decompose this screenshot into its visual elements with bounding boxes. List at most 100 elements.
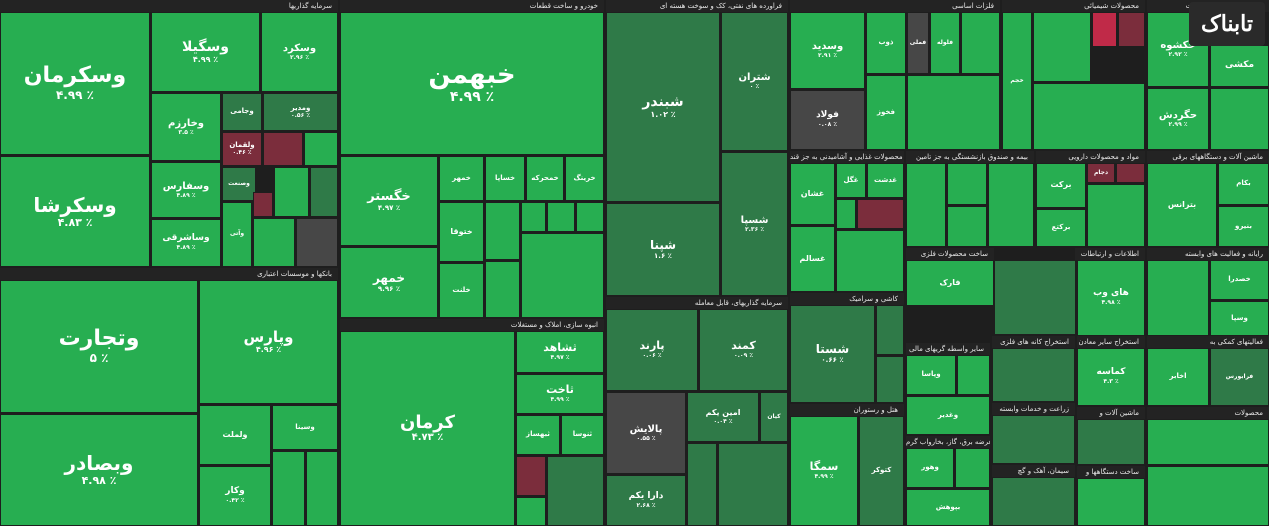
sector-header[interactable]: استخراج کانه های فلزی <box>992 336 1075 348</box>
stock-tile[interactable] <box>1147 260 1209 336</box>
stock-tile[interactable] <box>1077 478 1145 526</box>
sector-header[interactable]: رایانه و فعالیت های وابسته <box>1147 248 1269 260</box>
stock-tile[interactable] <box>957 355 990 395</box>
stock-tile[interactable]: سمگا ۴.۹۹ ٪ <box>790 416 858 526</box>
stock-tile[interactable] <box>516 456 546 496</box>
stock-tile[interactable]: وساشرقی ۴.۸۹ ٪ <box>151 219 221 267</box>
stock-tile[interactable]: وغدیر <box>906 396 990 435</box>
sector-header[interactable]: ساخت محصولات فلزی <box>906 248 994 260</box>
stock-tile[interactable] <box>1033 12 1091 82</box>
stock-tile[interactable]: فارک <box>906 260 994 306</box>
stock-tile[interactable]: بنیرو <box>1218 206 1269 247</box>
sector-header[interactable]: ساخت دستگاهها و <box>1077 466 1145 478</box>
stock-tile[interactable]: وسکرد ۲.۹۶ ٪ <box>261 12 338 92</box>
sector-header[interactable]: بانکها و موسسات اعتباری <box>0 268 338 280</box>
stock-tile[interactable] <box>310 167 338 217</box>
stock-tile[interactable] <box>1210 88 1269 150</box>
stock-tile[interactable]: خساپا <box>485 156 525 201</box>
stock-tile[interactable]: شستا ۰.۶۶ ٪ <box>790 305 875 403</box>
stock-tile[interactable]: اخابر <box>1147 348 1209 406</box>
sector-header[interactable]: فراورده های نفتی، کک و سوخت هسته ای <box>606 0 788 12</box>
stock-tile[interactable]: های وب ۴.۹۸ ٪ <box>1077 260 1145 336</box>
sector-header[interactable]: سرمایه گذاریها <box>0 0 338 12</box>
sector-header[interactable]: عرضه برق، گاز، بخارواب گرم <box>906 436 990 448</box>
stock-tile[interactable] <box>1077 419 1145 465</box>
sector-header[interactable]: محصولات <box>1147 407 1269 419</box>
stock-tile[interactable]: شسپا ۲.۳۶ ٪ <box>721 152 788 296</box>
sector-header[interactable]: فعالیتهای کمکی به <box>1147 336 1269 348</box>
sector-header[interactable]: محصولات شیمیائی <box>1002 0 1145 12</box>
stock-tile[interactable] <box>876 305 904 355</box>
stock-tile[interactable]: بکام <box>1218 163 1269 205</box>
stock-tile[interactable]: شپنا ۱.۶ ٪ <box>606 203 720 296</box>
stock-tile[interactable] <box>296 218 338 267</box>
stock-tile[interactable] <box>306 451 338 526</box>
stock-tile[interactable]: دارا یکم ۲.۶۸ ٪ <box>606 475 686 526</box>
stock-tile[interactable]: ثبهساز <box>516 415 560 455</box>
stock-tile[interactable]: خمهر <box>439 156 484 201</box>
stock-tile[interactable]: وبصادر ۴.۹۸ ٪ <box>0 414 198 526</box>
stock-tile[interactable]: برکتع <box>1036 209 1086 247</box>
stock-tile[interactable] <box>1118 12 1145 47</box>
stock-tile[interactable]: ومدیر ۰.۵۶ ٪ <box>263 93 338 131</box>
stock-tile[interactable] <box>955 448 990 488</box>
stock-tile[interactable]: فولاد ۰.۰۸ ٪ <box>790 90 865 150</box>
stock-tile[interactable]: وسدید ۲.۹۱ ٪ <box>790 12 865 89</box>
stock-tile[interactable] <box>485 202 520 260</box>
stock-tile[interactable] <box>836 230 904 292</box>
stock-tile[interactable] <box>521 233 604 318</box>
stock-tile[interactable] <box>687 443 717 526</box>
stock-tile[interactable]: غدشت <box>867 163 904 198</box>
stock-tile[interactable]: ثنوسا <box>561 415 604 455</box>
stock-tile[interactable]: پالایش ۰.۵۵ ٪ <box>606 392 686 474</box>
stock-tile[interactable] <box>994 260 1076 335</box>
stock-tile[interactable]: فملی <box>907 12 929 74</box>
sector-header[interactable]: کاشی و سرامیک <box>790 293 904 305</box>
stock-tile[interactable] <box>576 202 604 232</box>
stock-tile[interactable]: وسکرشا ۴.۸۳ ٪ <box>0 156 150 267</box>
stock-tile[interactable]: خلنت <box>439 263 484 318</box>
sector-header[interactable]: سیمان، آهک و گچ <box>992 465 1075 477</box>
stock-tile[interactable] <box>485 261 520 318</box>
stock-tile[interactable]: وسپا <box>1210 301 1269 336</box>
stock-tile[interactable]: شبندر ۱.۰۲ ٪ <box>606 12 720 202</box>
stock-tile[interactable]: وسگیلا ۴.۹۹ ٪ <box>151 12 260 92</box>
sector-header[interactable]: فلزات اساسی <box>790 0 1000 12</box>
sector-header[interactable]: ماشین آلات و <box>1077 407 1145 419</box>
sector-header[interactable]: هتل و رستوران <box>790 404 904 416</box>
sector-header[interactable]: سرمایه گذاریهای، قابل معامله <box>606 297 788 309</box>
sector-header[interactable]: ماشین آلات و دستگاههای برقی <box>1147 151 1269 163</box>
stock-tile[interactable]: وصنعت <box>222 167 256 201</box>
stock-tile[interactable] <box>274 167 309 217</box>
stock-tile[interactable]: کماسه ۴.۳ ٪ <box>1077 348 1145 406</box>
stock-tile[interactable] <box>253 218 295 267</box>
stock-tile[interactable] <box>1147 466 1269 526</box>
stock-tile[interactable]: وپارس ۴.۹۶ ٪ <box>199 280 338 404</box>
sector-header[interactable]: خودرو و ساخت قطعات <box>340 0 604 12</box>
stock-tile[interactable]: کمند ۰.۰۹ ٪ <box>699 309 788 391</box>
stock-tile[interactable]: ولملت <box>199 405 271 465</box>
stock-tile[interactable] <box>992 348 1075 402</box>
stock-tile[interactable]: خمهر ۹.۹۶ ٪ <box>340 247 438 318</box>
sector-header[interactable]: سایر واسطه گریهای مالی <box>906 343 990 355</box>
stock-tile[interactable] <box>718 443 788 526</box>
stock-tile[interactable]: غسالم <box>790 226 835 292</box>
stock-tile[interactable]: ختوقا <box>439 202 484 262</box>
stock-tile[interactable]: ذوب <box>866 12 906 74</box>
stock-tile[interactable]: خرینگ <box>565 156 604 201</box>
stock-tile[interactable]: وسینا <box>272 405 338 450</box>
stock-tile[interactable] <box>1087 184 1145 247</box>
stock-tile[interactable] <box>547 202 575 232</box>
stock-tile[interactable]: ثشاهد ۴.۹۷ ٪ <box>516 331 604 373</box>
stock-tile[interactable] <box>547 456 604 526</box>
stock-tile[interactable]: خجم <box>1002 12 1032 150</box>
stock-tile[interactable]: وتجارت ۵ ٪ <box>0 280 198 413</box>
stock-tile[interactable] <box>1147 419 1269 465</box>
stock-tile[interactable] <box>876 356 904 403</box>
stock-tile[interactable] <box>947 206 987 247</box>
stock-tile[interactable] <box>1033 83 1145 150</box>
stock-tile[interactable]: امین یکم ۰.۰۴ ٪ <box>687 392 759 442</box>
stock-tile[interactable]: ثاخت ۴.۹۹ ٪ <box>516 374 604 414</box>
stock-tile[interactable]: فرابورس <box>1210 348 1269 406</box>
stock-tile[interactable] <box>992 477 1075 526</box>
